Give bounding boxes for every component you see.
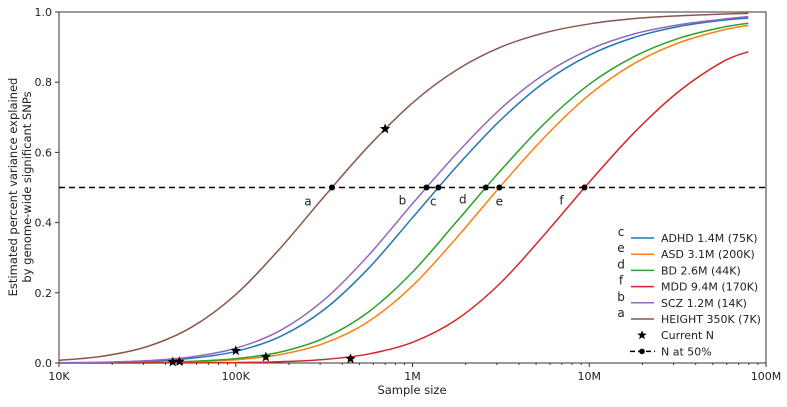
- legend-label: HEIGHT 350K (7K): [661, 313, 761, 326]
- curve-letter-c: c: [430, 195, 437, 209]
- y-tick-label: 0.8: [35, 76, 53, 89]
- curve-letter-d: d: [459, 193, 467, 207]
- legend-label: BD 2.6M (44K): [661, 264, 741, 277]
- curve-letter-e: e: [496, 195, 503, 209]
- current-n-star: [174, 356, 185, 367]
- fifty-percent-dot-d: [482, 184, 489, 191]
- x-axis-label: Sample size: [377, 383, 446, 397]
- y-tick-label: 1.0: [35, 6, 53, 19]
- legend-dot-icon: [639, 348, 645, 355]
- x-tick-label: 100M: [751, 370, 782, 383]
- current-n-star: [379, 123, 391, 134]
- fifty-percent-dot-b: [423, 184, 430, 191]
- series-line-b: [58, 15, 749, 364]
- legend-label-current-n: Current N: [661, 329, 714, 342]
- legend: c ADHD 1.4M (75K) e ASD 3.1M (200K) d BD 2.6M…: [617, 225, 761, 358]
- y-tick-label: 0.0: [35, 357, 53, 370]
- legend-letter-a: a: [617, 306, 624, 320]
- x-tick-label: 10K: [48, 370, 70, 383]
- fifty-percent-dot-e: [496, 184, 503, 191]
- x-tick-label: 100K: [222, 370, 251, 383]
- y-tick-label: 0.2: [35, 287, 53, 300]
- fifty-percent-dot-c: [435, 184, 442, 191]
- legend-label: ASD 3.1M (200K): [661, 248, 755, 261]
- legend-label-n-at-50: N at 50%: [661, 345, 712, 358]
- fifty-percent-dot-f: [581, 184, 588, 191]
- markers: c ed fba: [167, 123, 588, 367]
- legend-label: ADHD 1.4M (75K): [661, 232, 758, 245]
- axis-ticks: 10K 100K 1M 10M 100M 0.0 0.2 0.4 0.6 0.8 1.0: [35, 6, 782, 383]
- legend-label: SCZ 1.2M (14K): [661, 297, 747, 310]
- series-line-a: [58, 12, 749, 362]
- curve-letter-f: f: [559, 194, 564, 208]
- current-n-star: [345, 353, 356, 364]
- legend-letter-c: c: [618, 225, 625, 239]
- curve-letter-b: b: [399, 194, 407, 208]
- x-tick-label: 10M: [578, 370, 602, 383]
- current-n-star: [230, 345, 241, 356]
- series-line-c: [58, 17, 749, 364]
- legend-letter-d: d: [617, 257, 625, 271]
- legend-star-icon: [637, 330, 647, 340]
- current-n-star: [260, 351, 272, 362]
- curve-letter-a: a: [304, 195, 311, 209]
- legend-letter-f: f: [619, 274, 624, 288]
- y-tick-label: 0.4: [35, 217, 53, 230]
- y-axis-label-line1: Estimated percent variance explained: [6, 78, 20, 297]
- legend-label: MDD 9.4M (170K): [661, 281, 758, 294]
- y-axis-label-line2: by genome-wide significant SNPs: [20, 91, 34, 282]
- fifty-percent-dot-a: [328, 184, 335, 191]
- current-n-star: [167, 356, 178, 367]
- y-tick-label: 0.6: [35, 146, 53, 159]
- x-tick-label: 1M: [404, 370, 421, 383]
- legend-letter-b: b: [617, 290, 625, 304]
- legend-letter-e: e: [617, 241, 624, 255]
